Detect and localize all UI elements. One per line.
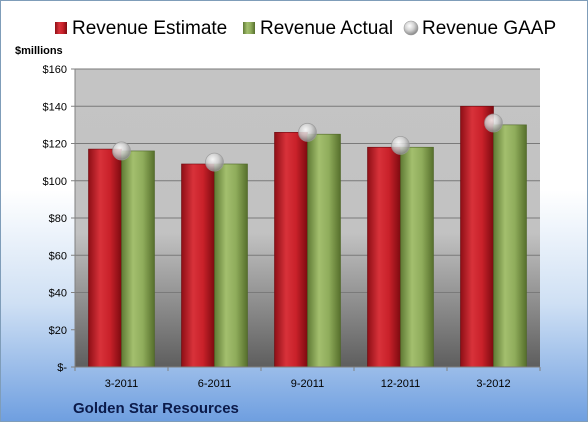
legend-label: Revenue GAAP: [422, 18, 556, 39]
bars: [88, 105, 527, 368]
y-tick-label: $-: [57, 362, 67, 374]
legend-swatch: [243, 22, 255, 34]
marker-revenue-gaap: [484, 113, 503, 133]
marker-revenue-gaap: [298, 122, 317, 142]
legend-swatch: [55, 22, 67, 34]
y-tick-label: $160: [43, 64, 67, 76]
x-tick-label: 3-2012: [476, 378, 510, 390]
marker-revenue-gaap: [112, 141, 131, 161]
company-name: Golden Star Resources: [73, 400, 239, 417]
x-tick-label: 3-2011: [105, 378, 138, 390]
legend-revenue-estimate: Revenue Estimate: [55, 18, 227, 39]
y-tick-label: $120: [43, 139, 67, 151]
bar-revenue-actual: [493, 124, 527, 368]
y-tick-label: $60: [49, 250, 67, 262]
y-axis-unit-label: $millions: [15, 45, 63, 57]
bar-revenue-estimate: [274, 132, 308, 368]
x-tick-label: 9-2011: [291, 378, 324, 390]
y-tick-label: $40: [49, 288, 67, 300]
bar-revenue-actual: [400, 146, 434, 368]
bar-revenue-actual: [307, 133, 341, 368]
axes: $- $20 $40 $60 $80 $100 $120 $140 $160 3-2011 6-20…: [43, 64, 541, 390]
marker-revenue-gaap: [391, 135, 410, 155]
legend-revenue-gaap: Revenue GAAP: [403, 18, 556, 39]
legend-label: Revenue Estimate: [72, 18, 227, 39]
gaap-markers: [112, 113, 503, 172]
bar-revenue-estimate: [88, 148, 122, 368]
marker-revenue-gaap: [205, 152, 224, 172]
y-tick-label: $80: [49, 213, 67, 225]
y-tick-label: $20: [49, 325, 67, 337]
legend-label: Revenue Actual: [260, 18, 393, 39]
bar-revenue-estimate: [181, 163, 215, 368]
x-tick-label: 6-2011: [198, 378, 231, 390]
bar-revenue-estimate: [367, 146, 401, 368]
legend-revenue-actual: Revenue Actual: [243, 18, 393, 39]
x-tick-label: 12-2011: [381, 378, 421, 390]
y-tick-label: $100: [43, 176, 67, 188]
bar-revenue-estimate: [460, 105, 494, 368]
bar-revenue-actual: [214, 163, 248, 368]
legend: Revenue Estimate Revenue Actual Revenue GA…: [55, 18, 556, 39]
bar-revenue-actual: [121, 150, 155, 368]
legend-swatch: [403, 20, 419, 36]
y-tick-label: $140: [43, 101, 67, 113]
